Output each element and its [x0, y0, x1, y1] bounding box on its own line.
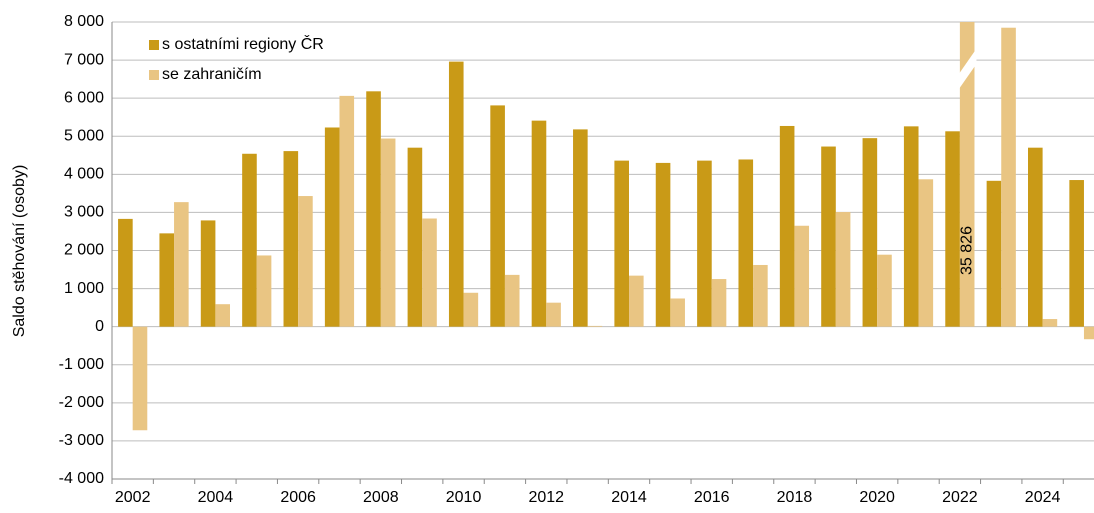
- bar: [918, 179, 934, 327]
- bar: [1083, 326, 1094, 340]
- y-tick-label: 2 000: [64, 242, 104, 259]
- x-tick-label: 2016: [694, 489, 730, 506]
- bar: [697, 160, 712, 327]
- bar: [339, 95, 355, 327]
- bar: [587, 325, 603, 327]
- bar: [546, 302, 561, 327]
- bar: [1028, 147, 1043, 327]
- bar: [835, 212, 851, 327]
- data-label: 35 826: [958, 226, 975, 275]
- bar: [573, 129, 588, 327]
- bar: [738, 159, 754, 327]
- legend-swatch: [149, 70, 159, 80]
- bar: [448, 61, 464, 327]
- bar: [945, 131, 960, 327]
- bar: [1042, 319, 1058, 327]
- bar: [959, 22, 975, 327]
- bar: [215, 304, 230, 327]
- bar: [614, 160, 629, 327]
- y-tick-label: -2 000: [59, 394, 104, 411]
- bar: [200, 220, 216, 327]
- legend-label: s ostatními regiony ČR: [162, 34, 324, 53]
- bar: [256, 255, 272, 327]
- x-tick-label: 2020: [859, 489, 895, 506]
- bar: [298, 196, 313, 327]
- bar: [463, 292, 479, 327]
- y-tick-label: -3 000: [59, 432, 104, 449]
- x-tick-label: 2004: [198, 489, 234, 506]
- bar: [753, 264, 768, 327]
- bar: [159, 233, 175, 327]
- bar: [711, 279, 727, 327]
- x-tick-label: 2024: [1025, 489, 1061, 506]
- y-axis-label: Saldo stěhování (osoby): [11, 165, 28, 338]
- y-tick-label: 4 000: [64, 166, 104, 183]
- bar: [794, 225, 810, 327]
- bar: [986, 180, 1002, 327]
- legend-label: se zahraničím: [162, 66, 262, 83]
- legend-swatch: [149, 40, 159, 50]
- bar: [118, 218, 133, 327]
- bar: [324, 127, 340, 327]
- x-tick-label: 2018: [777, 489, 813, 506]
- x-tick-label: 2014: [611, 489, 647, 506]
- axis-break: [957, 48, 977, 91]
- x-tick-label: 2006: [280, 489, 316, 506]
- bar: [862, 138, 878, 327]
- bar: [1069, 180, 1084, 327]
- bar: [407, 147, 423, 327]
- y-tick-label: 6 000: [64, 89, 104, 106]
- y-tick-label: -1 000: [59, 356, 104, 373]
- y-tick-label: 5 000: [64, 127, 104, 144]
- bar: [670, 298, 685, 327]
- bar: [366, 91, 381, 327]
- y-tick-label: 7 000: [64, 51, 104, 68]
- x-tick-label: 2012: [528, 489, 564, 506]
- bar: [504, 274, 520, 327]
- bar: [283, 151, 299, 327]
- bar: [531, 120, 547, 327]
- bar: [655, 162, 671, 327]
- x-tick-label: 2010: [446, 489, 482, 506]
- bar: [877, 254, 892, 327]
- y-tick-label: 3 000: [64, 204, 104, 221]
- x-tick-label: 2008: [363, 489, 399, 506]
- bar: [903, 126, 919, 327]
- bar: [422, 218, 437, 327]
- x-tick-label: 2002: [115, 489, 151, 506]
- x-tick-label: 2022: [942, 489, 978, 506]
- plot-area: [118, 22, 1094, 431]
- y-tick-label: 0: [95, 318, 104, 335]
- bar: [779, 125, 795, 327]
- bar: [132, 326, 148, 431]
- y-tick-label: 1 000: [64, 280, 104, 297]
- bar: [490, 105, 505, 327]
- bar: [629, 275, 644, 327]
- bar: [380, 138, 396, 327]
- y-tick-label: 8 000: [64, 13, 104, 30]
- bar: [242, 153, 257, 327]
- bar: [821, 146, 836, 327]
- bar: [174, 202, 189, 327]
- y-tick-label: -4 000: [59, 470, 104, 487]
- bar: [1001, 27, 1016, 327]
